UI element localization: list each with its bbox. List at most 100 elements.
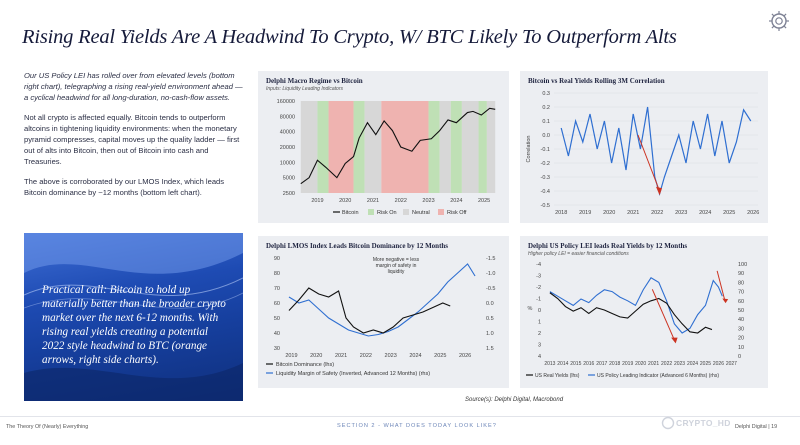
arrow-head <box>656 186 662 196</box>
y2-tick-label: -1.5 <box>486 256 495 262</box>
x-tick-label: 2018 <box>609 361 620 367</box>
callout-box: Practical call: Bitcoin to hold up mater… <box>24 233 243 401</box>
chart-title: Delphi Macro Regime vs Bitcoin <box>266 77 363 85</box>
x-tick-label: 2020 <box>339 198 351 204</box>
y-tick-label: -4 <box>536 262 541 268</box>
y2-tick-label: 80 <box>738 280 744 286</box>
regime-band <box>478 101 487 193</box>
y-tick-label: 80000 <box>280 114 295 120</box>
legend-label: Neutral <box>412 210 430 216</box>
x-tick-label: 2025 <box>723 210 735 216</box>
x-tick-label: 2025 <box>434 353 446 359</box>
y2-tick-label: 0 <box>738 354 741 360</box>
chart-title: Delphi US Policy LEI leads Real Yields b… <box>528 242 688 250</box>
y-tick-label: 0.2 <box>542 105 550 111</box>
x-tick-label: 2023 <box>674 361 685 367</box>
footer-section-label: SECTION 2 - WHAT DOES TODAY LOOK LIKE? <box>337 423 497 429</box>
legend-label: US Real Yields (lhs) <box>535 373 580 379</box>
x-tick-label: 2026 <box>459 353 471 359</box>
x-tick-label: 2026 <box>713 361 724 367</box>
y2-tick-label: 100 <box>738 262 747 268</box>
y2-tick-label: 20 <box>738 336 744 342</box>
macro-regime-chart: 160000 80000 40000 20000 10000 5000 2500 2019 20… <box>277 99 496 216</box>
y2-tick-label: -1.0 <box>486 271 495 277</box>
chart-panel-lmos: Delphi LMOS Index Leads Bitcoin Dominanc… <box>258 236 509 388</box>
lmos-chart: 90 80 70 60 50 40 30 -1.5 -1.0 -0.5 0.0 0.5 1.0 1.5 20… <box>266 256 495 377</box>
y-tick-label: -3 <box>536 274 541 280</box>
bitcoin-series-line <box>300 107 496 185</box>
chart-panel-macro-regime: Delphi Macro Regime vs Bitcoin Inputs: L… <box>258 71 509 223</box>
regime-band <box>317 101 329 193</box>
y2-tick-label: 50 <box>738 308 744 314</box>
y-tick-label: 4 <box>538 354 541 360</box>
chart-panel-correlation: Bitcoin vs Real Yields Rolling 3M Correl… <box>520 71 768 223</box>
x-tick-label: 2023 <box>675 210 687 216</box>
body-text: Our US Policy LEI has rolled over from e… <box>24 70 246 207</box>
x-tick-label: 2021 <box>627 210 639 216</box>
x-tick-label: 2019 <box>311 198 323 204</box>
y-tick-label: 2500 <box>283 191 295 197</box>
x-tick-label: 2024 <box>409 353 421 359</box>
y2-tick-label: 60 <box>738 299 744 305</box>
regime-band <box>461 101 479 193</box>
x-tick-label: 2019 <box>579 210 591 216</box>
page-title: Rising Real Yields Are A Headwind To Cry… <box>22 26 677 48</box>
chart-panel-policy-lei: Delphi US Policy LEI leads Real Yields b… <box>520 236 768 388</box>
x-tick-label: 2019 <box>622 361 633 367</box>
y-tick-label: 3 <box>538 343 541 349</box>
y-tick-label: 20000 <box>280 145 295 151</box>
chart-subtitle: Higher policy LEI = easier financial con… <box>528 251 629 257</box>
x-tick-label: 2015 <box>570 361 581 367</box>
liquidity-series-line <box>288 263 476 337</box>
annotation-text: More negative = less margin of safety in l… <box>373 257 420 275</box>
legend-label: Bitcoin <box>342 210 359 216</box>
legend-swatch <box>403 209 409 215</box>
regime-band <box>353 101 365 193</box>
policy-lei-series-line <box>549 277 723 334</box>
x-tick-label: 2026 <box>747 210 759 216</box>
arrow-line <box>637 134 661 192</box>
y-tick-label: 0 <box>538 308 541 314</box>
legend-swatch <box>438 209 444 215</box>
x-tick-label: 2021 <box>335 353 347 359</box>
x-tick-label: 2020 <box>603 210 615 216</box>
x-tick-label: 2025 <box>478 198 490 204</box>
y-tick-label: -0.5 <box>541 203 550 209</box>
wave-graphic <box>24 233 243 401</box>
y-tick-label: -0.4 <box>541 189 550 195</box>
x-tick-label: 2016 <box>583 361 594 367</box>
y-axis-label: % <box>528 306 533 312</box>
arrow-line <box>716 270 726 301</box>
y-tick-label: -0.2 <box>541 161 550 167</box>
y-tick-label: 160000 <box>277 99 295 105</box>
watermark-label: CRYPTO_HD <box>676 418 731 428</box>
x-tick-label: 2013 <box>544 361 555 367</box>
sources-note: Source(s): Delphi Digital, Macrobond <box>465 397 564 403</box>
y2-tick-label: 30 <box>738 326 744 332</box>
x-tick-label: 2023 <box>385 353 397 359</box>
y-tick-label: 0.1 <box>542 119 550 125</box>
x-tick-label: 2024 <box>699 210 711 216</box>
callout-text: Practical call: Bitcoin to hold up mater… <box>42 284 226 366</box>
y2-tick-label: 40 <box>738 317 744 323</box>
watermark-icon <box>661 416 675 430</box>
real-yields-series-line <box>549 292 713 334</box>
y-tick-label: -1 <box>536 297 541 303</box>
x-tick-label: 2025 <box>700 361 711 367</box>
y-tick-label: 60 <box>274 301 280 307</box>
dominance-series-line <box>288 287 451 334</box>
y-tick-label: 30 <box>274 346 280 352</box>
x-tick-label: 2021 <box>367 198 379 204</box>
x-tick-label: 2022 <box>661 361 672 367</box>
regime-band <box>486 101 496 193</box>
y-tick-label: 40 <box>274 331 280 337</box>
y-tick-label: 70 <box>274 286 280 292</box>
y-tick-label: -2 <box>536 285 541 291</box>
correlation-chart: 0.3 0.2 0.1 0.0 -0.1 -0.2 -0.3 -0.4 -0.5 2018 2019… <box>526 91 759 216</box>
arrow-head <box>722 298 729 304</box>
regime-band <box>364 101 382 193</box>
legend-label: US Policy Leading Indicator (Advanced 6 … <box>597 373 719 379</box>
x-tick-label: 2022 <box>360 353 372 359</box>
y-tick-label: 40000 <box>280 130 295 136</box>
